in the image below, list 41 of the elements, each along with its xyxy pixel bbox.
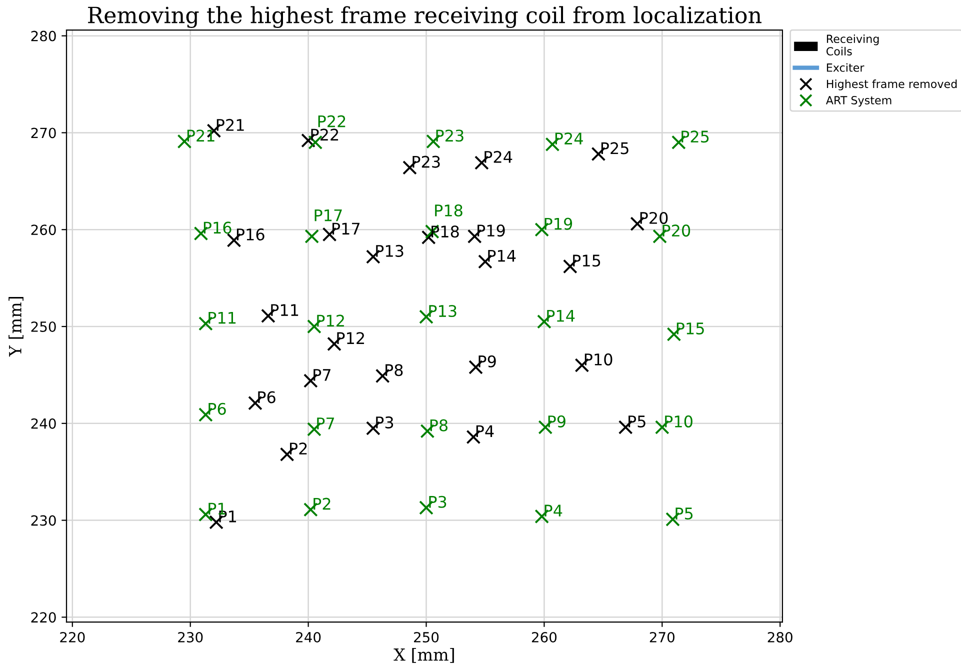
x-tick-label: 220 [60, 632, 85, 642]
x-tick-label: 230 [178, 632, 203, 642]
x-tick-label: 250 [414, 632, 439, 642]
legend-label: Receiving Coils [826, 34, 879, 56]
data-label: P16 [236, 228, 264, 240]
x-tick-label: 240 [296, 632, 321, 642]
data-label: P19 [544, 218, 572, 230]
data-label: P23 [436, 130, 464, 142]
data-label: P22 [311, 128, 338, 140]
y-tick-label: 230 [31, 515, 56, 526]
data-label: P24 [555, 132, 583, 144]
data-label: P24 [484, 150, 512, 163]
x-tick-label: 270 [650, 632, 674, 642]
legend-label: ART System [826, 96, 892, 107]
x-tick-label: 280 [768, 632, 792, 642]
legend-label: Exciter [826, 63, 864, 72]
data-label: P20 [640, 212, 668, 224]
data-label: P10 [584, 353, 612, 366]
y-tick-label: 220 [31, 612, 56, 623]
y-tick-label: 240 [31, 418, 56, 429]
legend-label: Highest frame removed [826, 80, 957, 90]
data-label: P20 [662, 224, 690, 237]
data-label: P19 [478, 224, 505, 237]
data-label: P17 [314, 209, 342, 222]
data-label: P16 [204, 222, 232, 234]
data-label: P25 [682, 130, 709, 143]
data-label: P22 [318, 115, 346, 128]
data-label: P18 [435, 204, 462, 216]
y-tick-label: 250 [31, 321, 56, 332]
x-tick-label: 260 [532, 632, 557, 642]
data-label: P15 [573, 254, 600, 267]
y-axis-title: Y [mm] [8, 297, 24, 357]
y-tick-label: 270 [31, 128, 56, 138]
y-tick-label: 280 [31, 30, 56, 42]
point [304, 229, 320, 244]
data-label: P10 [665, 415, 692, 428]
data-label: P15 [676, 322, 704, 334]
y-tick-label: 260 [31, 224, 56, 236]
x-axis-title: X [mm] [394, 648, 454, 663]
chart-title: Removing the highest frame receiving coil from localization [88, 6, 762, 28]
data-label: P25 [601, 142, 628, 154]
